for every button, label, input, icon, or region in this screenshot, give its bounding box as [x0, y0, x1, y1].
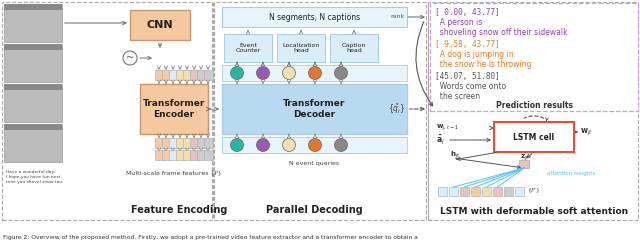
- Bar: [2, 2, 212, 220]
- Bar: [4, 4, 62, 10]
- Bar: [449, 187, 458, 196]
- Text: $\mathbf{\bar{a}}_j$: $\mathbf{\bar{a}}_j$: [436, 133, 445, 147]
- Bar: [4, 44, 62, 82]
- Bar: [197, 138, 206, 148]
- Bar: [162, 138, 171, 148]
- Bar: [519, 160, 529, 168]
- Text: attention weights: attention weights: [547, 171, 595, 176]
- Text: [ 0.00, 43.77]: [ 0.00, 43.77]: [435, 8, 500, 17]
- Bar: [190, 138, 199, 148]
- Bar: [504, 187, 513, 196]
- Bar: [176, 70, 185, 80]
- Bar: [4, 44, 62, 50]
- Text: Transformer
Encoder: Transformer Encoder: [143, 99, 205, 119]
- Bar: [155, 138, 164, 148]
- Bar: [162, 70, 171, 80]
- Text: ~: ~: [126, 53, 134, 63]
- Text: Figure 2: Overview of the proposed method. Firstly, we adopt a pre-trained video: Figure 2: Overview of the proposed metho…: [3, 235, 418, 241]
- Text: $\mathbf{z}_{jt}$: $\mathbf{z}_{jt}$: [520, 153, 529, 163]
- Bar: [155, 70, 164, 80]
- Text: Have a wonderful day,: Have a wonderful day,: [6, 170, 56, 174]
- Bar: [162, 150, 171, 160]
- Bar: [222, 65, 407, 81]
- Circle shape: [335, 66, 348, 79]
- Bar: [169, 150, 178, 160]
- Bar: [330, 34, 378, 62]
- Bar: [4, 84, 62, 122]
- Circle shape: [257, 138, 269, 152]
- Bar: [197, 70, 206, 80]
- Text: $\{f^t\}$: $\{f^t\}$: [527, 187, 541, 196]
- Bar: [222, 7, 407, 27]
- Text: Event
Counter: Event Counter: [236, 43, 260, 53]
- Bar: [169, 70, 178, 80]
- Text: [45.07, 51.80]: [45.07, 51.80]: [435, 72, 500, 81]
- Bar: [140, 84, 208, 134]
- Bar: [214, 2, 426, 220]
- Bar: [190, 70, 199, 80]
- Text: LSTM with deformable soft attention: LSTM with deformable soft attention: [440, 207, 628, 216]
- Bar: [222, 137, 407, 153]
- Bar: [183, 138, 192, 148]
- Text: Localization
head: Localization head: [282, 43, 320, 53]
- Circle shape: [282, 66, 296, 79]
- Bar: [428, 2, 638, 220]
- Text: $\mathbf{w}_{j,t-1}$: $\mathbf{w}_{j,t-1}$: [436, 123, 459, 133]
- Bar: [482, 187, 491, 196]
- Circle shape: [335, 138, 348, 152]
- Bar: [438, 187, 447, 196]
- Bar: [130, 10, 190, 40]
- Bar: [204, 150, 213, 160]
- Bar: [493, 187, 502, 196]
- Text: Feature Encoding: Feature Encoding: [131, 205, 227, 215]
- Circle shape: [308, 138, 321, 152]
- Bar: [224, 34, 272, 62]
- Bar: [4, 84, 62, 90]
- Text: Prediction results: Prediction results: [495, 101, 573, 109]
- Text: $\mathbf{w}_{jt}$: $\mathbf{w}_{jt}$: [580, 126, 593, 138]
- Bar: [494, 122, 574, 152]
- Text: A dog is jumping in
  the snow he is throwing: A dog is jumping in the snow he is throw…: [435, 50, 531, 69]
- Bar: [4, 124, 62, 162]
- Bar: [4, 124, 62, 130]
- Text: Transformer
Decoder: Transformer Decoder: [284, 99, 346, 119]
- Text: LSTM cell: LSTM cell: [513, 133, 555, 141]
- Circle shape: [308, 66, 321, 79]
- Text: rank: rank: [390, 15, 404, 19]
- Bar: [176, 138, 185, 148]
- Circle shape: [230, 138, 243, 152]
- Bar: [190, 150, 199, 160]
- Text: Caption
head: Caption head: [342, 43, 366, 53]
- Bar: [204, 138, 213, 148]
- Bar: [430, 3, 638, 111]
- Bar: [197, 150, 206, 160]
- Bar: [183, 70, 192, 80]
- Text: A person is
  shoveling snow off their sidewalk: A person is shoveling snow off their sid…: [435, 18, 568, 37]
- Text: Multi-scale frame features {fⁱ}: Multi-scale frame features {fⁱ}: [126, 169, 222, 175]
- Bar: [277, 34, 325, 62]
- Bar: [4, 4, 62, 42]
- Text: N segments, N captions: N segments, N captions: [269, 13, 360, 21]
- Bar: [460, 187, 469, 196]
- Bar: [183, 150, 192, 160]
- Text: $\{\tilde{q}_i\}$: $\{\tilde{q}_i\}$: [388, 102, 405, 116]
- Text: CNN: CNN: [147, 20, 173, 30]
- Bar: [471, 187, 480, 196]
- Bar: [222, 84, 407, 134]
- Bar: [155, 150, 164, 160]
- Text: [ 9.58, 43.77]: [ 9.58, 43.77]: [435, 40, 500, 49]
- Text: N event queries: N event queries: [289, 160, 340, 166]
- Text: $\mathbf{h}_{jt}$: $\mathbf{h}_{jt}$: [450, 149, 460, 161]
- Bar: [204, 70, 213, 80]
- Circle shape: [123, 51, 137, 65]
- Text: Parallel Decoding: Parallel Decoding: [266, 205, 363, 215]
- Text: I hope you have fun next
time you shovel snow too.: I hope you have fun next time you shovel…: [6, 175, 63, 184]
- Circle shape: [257, 66, 269, 79]
- Circle shape: [230, 66, 243, 79]
- Circle shape: [282, 138, 296, 152]
- Bar: [176, 150, 185, 160]
- Bar: [169, 138, 178, 148]
- Text: Words come onto
  the screen: Words come onto the screen: [435, 82, 506, 101]
- Bar: [515, 187, 524, 196]
